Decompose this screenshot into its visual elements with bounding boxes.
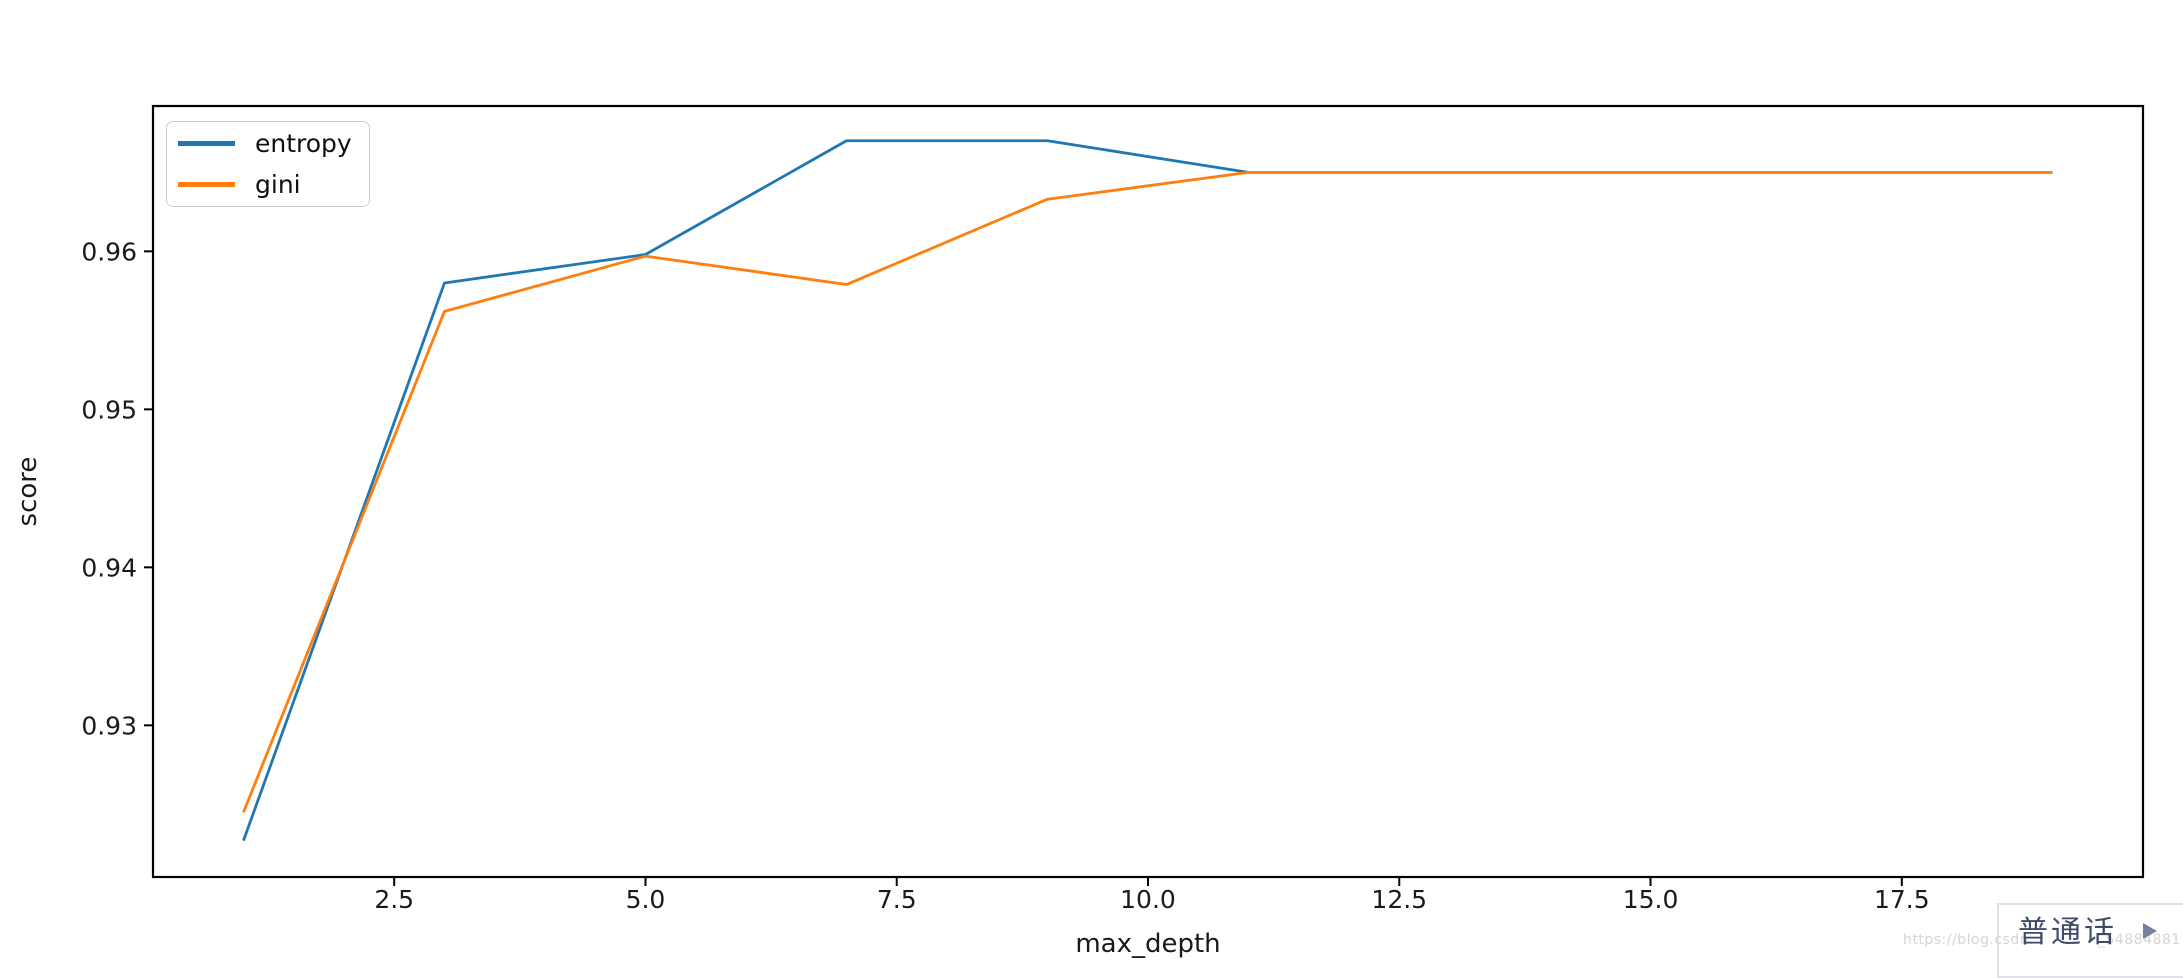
x-axis-title: max_depth: [1075, 929, 1220, 959]
play-arrow-icon[interactable]: [2143, 923, 2157, 939]
x-tick-label: 10.0: [1120, 885, 1176, 914]
legend: entropy gini: [166, 121, 370, 207]
x-tick-label: 12.5: [1371, 885, 1427, 914]
legend-entry-gini: gini: [178, 172, 369, 197]
y-axis-title: score: [13, 457, 43, 527]
series-line-gini: [242, 170, 2053, 813]
legend-label-entropy: entropy: [255, 129, 352, 158]
entropy-line-swatch: [178, 141, 235, 146]
axes-frame: [151, 104, 2145, 879]
watermark-url-left: https://blog.csdn.: [1903, 932, 2035, 948]
x-tick-label: 17.5: [1874, 885, 1930, 914]
language-label[interactable]: 普通话: [2018, 915, 2117, 950]
y-tick-label: 0.94: [81, 553, 137, 582]
gini-line-swatch: [178, 182, 235, 187]
x-tick-label: 5.0: [626, 885, 666, 914]
x-tick-label: 2.5: [374, 885, 414, 914]
legend-label-gini: gini: [255, 170, 301, 199]
y-tick-label: 0.93: [81, 711, 137, 740]
series-line-entropy: [242, 139, 2053, 842]
y-tick-label: 0.95: [81, 395, 137, 424]
x-tick-label: 7.5: [877, 885, 917, 914]
y-tick-label: 0.96: [81, 237, 137, 266]
x-tick-label: 15.0: [1623, 885, 1679, 914]
legend-entry-entropy: entropy: [178, 131, 369, 156]
watermark-url-right: _54884881: [2098, 932, 2181, 948]
